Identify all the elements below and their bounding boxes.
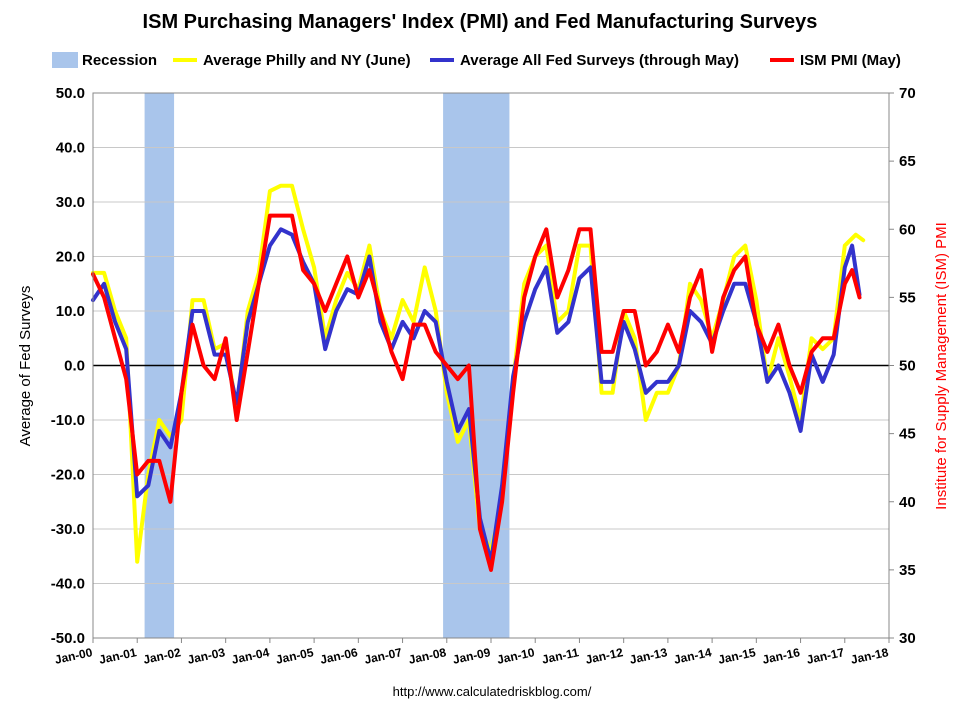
x-tick-label: Jan-07: [363, 645, 403, 667]
x-tick-label: Jan-03: [186, 645, 226, 667]
x-tick-label: Jan-00: [54, 645, 94, 667]
x-tick-label: Jan-10: [496, 645, 536, 667]
right-tick-label: 55: [899, 289, 916, 306]
legend-label: Average All Fed Surveys (through May): [460, 52, 739, 69]
legend-label: ISM PMI (May): [800, 52, 901, 69]
series-lines: [91, 183, 866, 572]
right-tick-label: 45: [899, 426, 916, 443]
left-tick-label: 20.0: [56, 249, 85, 266]
left-tick-label: 30.0: [56, 194, 85, 211]
left-tick-label: 40.0: [56, 140, 85, 157]
x-tick-label: Jan-11: [541, 645, 581, 667]
left-axis-label: Average of Fed Surveys: [17, 286, 34, 447]
right-tick-label: 50: [899, 358, 916, 375]
x-tick-label: Jan-15: [717, 645, 757, 667]
legend-label: Average Philly and NY (June): [203, 52, 411, 69]
x-tick-label: Jan-16: [761, 645, 801, 667]
left-tick-label: -40.0: [51, 576, 85, 593]
right-tick-label: 40: [899, 494, 916, 511]
x-tick-label: Jan-08: [407, 645, 447, 667]
x-tick-label: Jan-01: [98, 645, 138, 667]
x-tick-label: Jan-17: [805, 645, 845, 667]
x-tick-label: Jan-04: [230, 645, 270, 667]
right-axis-label: Institute for Supply Management (ISM) PM…: [933, 222, 950, 510]
x-tick-label: Jan-18: [850, 645, 890, 667]
right-tick-label: 35: [899, 562, 916, 579]
x-axis-ticks: Jan-00 Jan-01 Jan-02 Jan-03 Jan-04 Jan-05 Jan-…: [54, 638, 890, 667]
x-tick-label: Jan-14: [673, 645, 713, 667]
source-url: http://www.calculatedriskblog.com/: [393, 684, 592, 699]
left-tick-label: -30.0: [51, 521, 85, 538]
x-tick-label: Jan-12: [584, 645, 624, 667]
x-tick-label: Jan-02: [142, 645, 182, 667]
right-axis-ticks: 70 65 60 55 50 45 40 35 30: [889, 85, 916, 647]
right-tick-label: 65: [899, 153, 916, 170]
left-tick-label: -50.0: [51, 630, 85, 647]
left-tick-label: 10.0: [56, 303, 85, 320]
series-line-ism-pmi-may: [91, 213, 862, 572]
left-tick-label: -20.0: [51, 467, 85, 484]
left-axis-ticks: 50.0 40.0 30.0 20.0 10.0 0.0 -10.0 -20.0 -30.0 -4…: [51, 85, 85, 647]
x-tick-label: Jan-09: [452, 645, 492, 667]
x-tick-label: Jan-13: [628, 645, 668, 667]
left-tick-label: 0.0: [64, 358, 85, 375]
legend-label: Recession: [82, 52, 157, 69]
chart-title: ISM Purchasing Managers' Index (PMI) and…: [143, 11, 818, 33]
legend-swatch-recession: [52, 52, 78, 68]
right-tick-label: 60: [899, 221, 916, 238]
right-tick-label: 70: [899, 85, 916, 102]
x-tick-label: Jan-06: [319, 645, 359, 667]
right-tick-label: 30: [899, 630, 916, 647]
left-tick-label: -10.0: [51, 412, 85, 429]
legend: Recession Average Philly and NY (June) Ave…: [52, 52, 901, 69]
left-tick-label: 50.0: [56, 85, 85, 102]
x-tick-label: Jan-05: [275, 645, 315, 667]
